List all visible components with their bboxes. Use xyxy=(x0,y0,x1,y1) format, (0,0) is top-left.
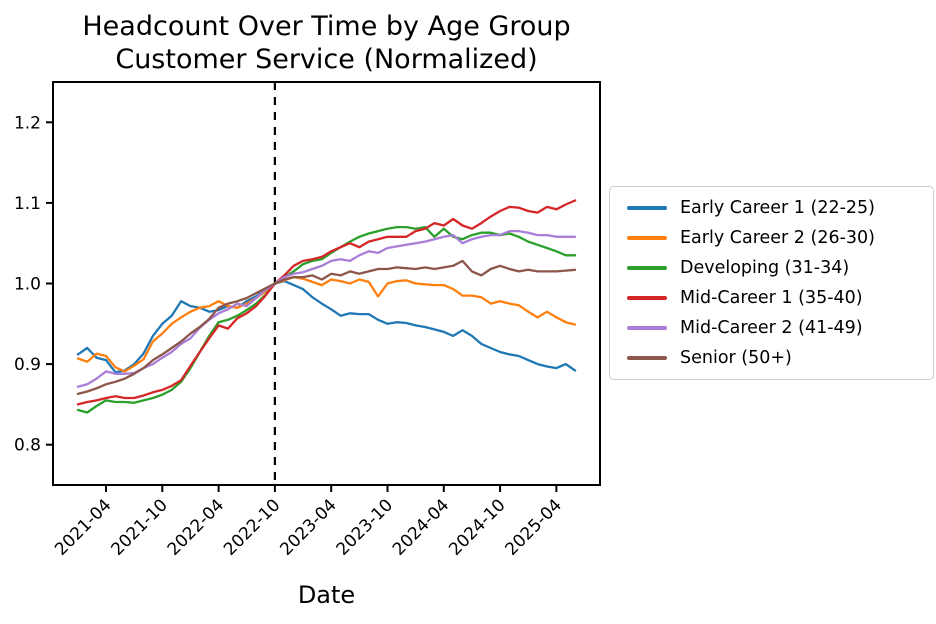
series-line-developing-31-34 xyxy=(76,225,577,414)
legend-item: Early Career 1 (22-25) xyxy=(618,193,925,223)
series-line-early-career-1-22-25 xyxy=(76,279,577,374)
y-tick-label: 1.0 xyxy=(14,275,41,295)
legend-item: Senior (50+) xyxy=(618,343,925,373)
legend-line-swatch xyxy=(627,206,667,210)
chart-title-line1: Headcount Over Time by Age Group xyxy=(82,11,571,42)
legend-label: Developing (31-34) xyxy=(680,258,850,278)
y-tick-label: 0.9 xyxy=(14,355,41,375)
x-tick-label: 2023-04 xyxy=(276,495,340,559)
chart-title-line2: Customer Service (Normalized) xyxy=(115,44,538,75)
x-tick-label: 2022-04 xyxy=(164,495,228,559)
x-tick-label: 2023-10 xyxy=(333,495,397,559)
legend-label: Early Career 2 (26-30) xyxy=(680,228,876,248)
series-line-mid-career-1-35-40 xyxy=(76,199,577,406)
legend-line-swatch xyxy=(627,296,667,300)
series-line-senior-50 xyxy=(76,259,577,396)
legend-label: Early Career 1 (22-25) xyxy=(680,198,876,218)
x-tick-label: 2024-10 xyxy=(445,495,509,559)
legend-line-swatch xyxy=(627,326,667,330)
x-axis-label: Date xyxy=(297,581,356,609)
legend-item: Developing (31-34) xyxy=(618,253,925,283)
legend-item: Mid-Career 2 (41-49) xyxy=(618,313,925,343)
x-tick-label: 2022-10 xyxy=(220,495,284,559)
series-line-early-career-2-26-30 xyxy=(76,275,577,373)
legend: Early Career 1 (22-25) Early Career 2 (26… xyxy=(609,186,934,380)
legend-label: Senior (50+) xyxy=(680,348,792,368)
legend-label: Mid-Career 1 (35-40) xyxy=(680,288,863,308)
legend-line-swatch xyxy=(627,266,667,270)
legend-line-swatch xyxy=(627,356,667,360)
series-line-mid-career-2-41-49 xyxy=(76,229,577,388)
x-tick-label: 2024-04 xyxy=(389,495,453,559)
x-tick-label: 2021-04 xyxy=(51,495,115,559)
legend-item: Early Career 2 (26-30) xyxy=(618,223,925,253)
x-tick-label: 2021-10 xyxy=(107,495,171,559)
y-tick-label: 1.2 xyxy=(14,113,41,133)
legend-label: Mid-Career 2 (41-49) xyxy=(680,318,863,338)
y-tick-label: 1.1 xyxy=(14,194,41,214)
legend-item: Mid-Career 1 (35-40) xyxy=(618,283,925,313)
x-tick-label: 2025-04 xyxy=(502,495,566,559)
legend-line-swatch xyxy=(627,236,667,240)
y-tick-label: 0.8 xyxy=(14,436,41,456)
